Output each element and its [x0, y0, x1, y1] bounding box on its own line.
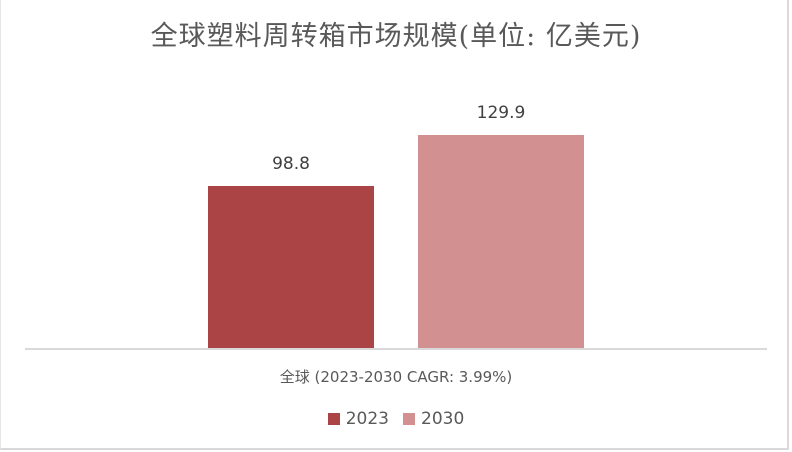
bar-2030[interactable] [418, 135, 584, 349]
chart-title: 全球塑料周转箱市场规模(单位: 亿美元) [150, 21, 642, 52]
legend-label-2023: 2023 [345, 409, 389, 429]
bar-2023[interactable] [208, 186, 374, 349]
bar-2030-value: 129.9 [476, 103, 526, 123]
legend: 2023 2030 [0, 409, 792, 429]
bar-2023-value: 98.8 [272, 154, 310, 174]
x-axis-line [25, 348, 767, 350]
legend-item-2030[interactable]: 2030 [403, 409, 464, 429]
category-label: 全球 (2023-2030 CAGR: 3.99%) [279, 368, 513, 386]
legend-swatch-2030 [403, 413, 415, 425]
legend-label-2030: 2030 [421, 409, 465, 429]
legend-swatch-2023 [327, 413, 340, 425]
legend-item-2023[interactable]: 2023 [327, 409, 389, 429]
